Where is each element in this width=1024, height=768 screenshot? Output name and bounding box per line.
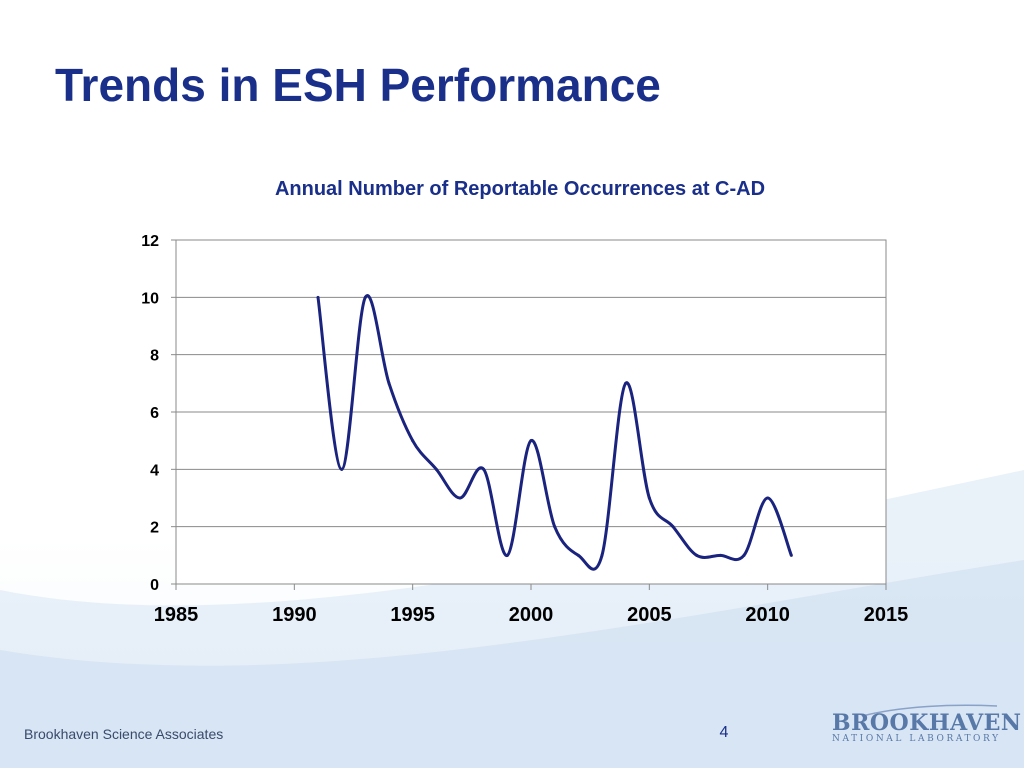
- data-point: [766, 496, 770, 500]
- data-point: [576, 553, 580, 557]
- data-point: [789, 553, 793, 557]
- x-tick-label: 1995: [390, 604, 435, 626]
- data-point: [482, 467, 486, 471]
- y-tick-label: 10: [141, 290, 159, 307]
- chart-title: Annual Number of Reportable Occurrences …: [274, 178, 766, 200]
- data-point: [529, 439, 533, 443]
- slide-title: Trends in ESH Performance: [55, 59, 661, 111]
- data-point: [553, 525, 557, 529]
- y-tick-label: 8: [150, 348, 159, 365]
- data-point: [505, 553, 509, 557]
- y-tick-label: 0: [150, 577, 159, 594]
- data-point: [742, 553, 746, 557]
- background-wave: [0, 560, 1024, 768]
- x-tick-label: 2005: [627, 604, 672, 626]
- data-point: [340, 467, 344, 471]
- x-tick-label: 2010: [745, 604, 790, 626]
- data-point: [316, 295, 320, 299]
- data-point: [718, 553, 722, 557]
- x-tick-label: 1985: [154, 604, 199, 626]
- data-point: [387, 381, 391, 385]
- data-point: [411, 439, 415, 443]
- series-line: [316, 294, 793, 571]
- data-point: [671, 525, 675, 529]
- logo-swoosh-icon: [861, 704, 998, 717]
- brookhaven-logo: BROOKHAVEN NATIONAL LABORATORY: [832, 704, 1021, 750]
- x-tick-label: 2000: [509, 604, 554, 626]
- data-point: [695, 553, 699, 557]
- y-tick-label: 12: [141, 233, 159, 250]
- x-tick-label: 1990: [272, 604, 317, 626]
- data-point: [600, 553, 604, 557]
- footer-organization: Brookhaven Science Associates: [24, 726, 224, 742]
- logo-main-text: BROOKHAVEN: [832, 710, 1022, 736]
- y-tick-label: 4: [150, 462, 159, 479]
- data-point: [434, 467, 438, 471]
- data-point: [624, 381, 628, 385]
- page-number: 4: [719, 724, 729, 741]
- y-tick-label: 6: [150, 405, 159, 422]
- data-point: [458, 496, 462, 500]
- data-point: [363, 295, 367, 299]
- x-tick-label: 2015: [864, 604, 909, 626]
- data-point: [647, 496, 651, 500]
- logo-sub-text: NATIONAL LABORATORY: [832, 734, 1001, 744]
- y-tick-label: 2: [150, 520, 159, 537]
